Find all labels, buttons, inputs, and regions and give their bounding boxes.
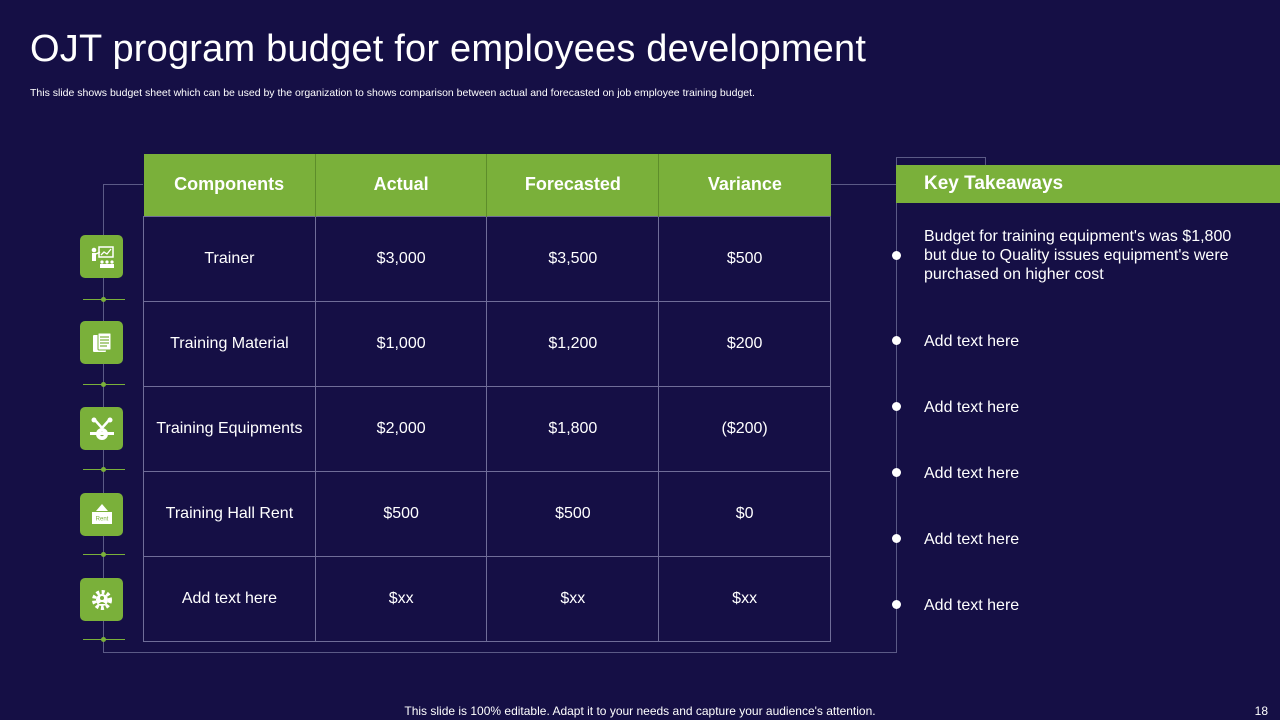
trainer-presentation-icon (80, 235, 123, 278)
cell-component: Training Material (143, 300, 316, 387)
cell-forecasted: $3,500 (486, 215, 660, 302)
cell-variance: ($200) (658, 385, 831, 472)
connector-line-bottom (103, 652, 897, 653)
connector-line-top-left (103, 184, 143, 185)
bullet-dot (892, 402, 901, 411)
cell-actual: $3,000 (314, 215, 488, 302)
bullet-dot (892, 251, 901, 260)
cell-variance: $xx (658, 555, 831, 642)
cell-variance: $0 (658, 470, 831, 557)
bullet-dot (892, 468, 901, 477)
takeaway-item: Add text here (924, 531, 1020, 548)
bullet-dot (892, 600, 901, 609)
table-header-row: Components Actual Forecasted Variance (143, 154, 831, 216)
takeaway-item: Budget for training equipment's was $1,8… (924, 228, 1232, 283)
documents-icon (80, 321, 123, 364)
tools-gear-icon (80, 407, 123, 450)
header-components: Components (143, 154, 316, 216)
connector-line-right-top (896, 157, 986, 158)
svg-text:Rent: Rent (95, 516, 108, 522)
connector-line-right-tick (985, 157, 986, 165)
cell-variance: $200 (658, 300, 831, 387)
takeaway-item: Add text here (924, 465, 1020, 482)
bullet-dot (892, 534, 901, 543)
rent-sign-icon: Rent (80, 493, 123, 536)
takeaway-item: Add text here (924, 597, 1020, 614)
cell-component: Training Hall Rent (143, 470, 316, 557)
connector-line-top-right (831, 184, 897, 185)
slide-footer: This slide is 100% editable. Adapt it to… (404, 704, 876, 718)
takeaway-item: Add text here (924, 399, 1020, 416)
bullet-dot (892, 336, 901, 345)
slide-subtitle: This slide shows budget sheet which can … (30, 87, 755, 99)
page-number: 18 (1254, 704, 1268, 718)
cell-actual: $500 (314, 470, 488, 557)
cell-forecasted: $1,800 (486, 385, 660, 472)
table-row: Training Equipments $2,000 $1,800 ($200) (143, 385, 831, 472)
key-takeaways-heading: Key Takeaways (896, 165, 1280, 203)
cell-forecasted: $xx (486, 555, 660, 642)
cell-component: Add text here (143, 555, 316, 642)
cell-forecasted: $500 (486, 470, 660, 557)
cell-component: Trainer (143, 215, 316, 302)
cell-actual: $2,000 (314, 385, 488, 472)
table-row: Training Material $1,000 $1,200 $200 (143, 300, 831, 387)
table-row: Training Hall Rent $500 $500 $0 (143, 470, 831, 557)
header-variance: Variance (658, 154, 831, 216)
takeaway-item: Add text here (924, 333, 1020, 350)
settings-gear-icon (80, 578, 123, 621)
cell-variance: $500 (658, 215, 831, 302)
header-actual: Actual (315, 154, 488, 216)
cell-component: Training Equipments (143, 385, 316, 472)
cell-actual: $xx (314, 555, 488, 642)
cell-actual: $1,000 (314, 300, 488, 387)
header-forecasted: Forecasted (486, 154, 660, 216)
table-row: Add text here $xx $xx $xx (143, 555, 831, 642)
table-row: Trainer $3,000 $3,500 $500 (143, 215, 831, 302)
cell-forecasted: $1,200 (486, 300, 660, 387)
budget-table: Components Actual Forecasted Variance Tr… (143, 154, 831, 642)
slide-title: OJT program budget for employees develop… (30, 28, 867, 70)
